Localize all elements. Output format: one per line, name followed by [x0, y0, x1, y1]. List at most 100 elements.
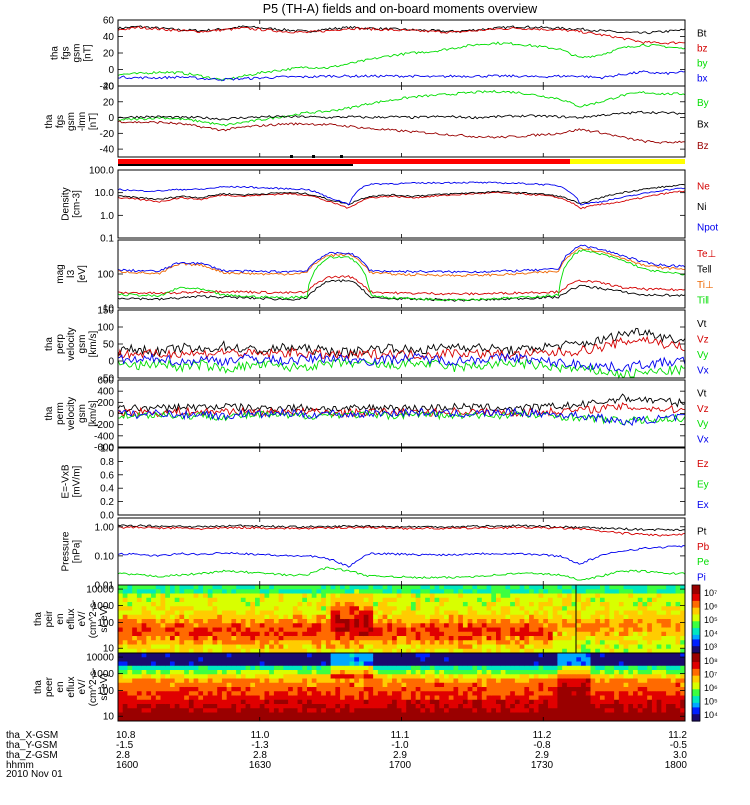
spectrogram-cell: [330, 704, 336, 709]
spectrogram-cell: [122, 699, 128, 705]
spectrogram-cell: [633, 636, 639, 641]
spectrogram-cell: [203, 593, 209, 599]
spectrogram-cell: [297, 636, 303, 641]
spectrogram-cell: [264, 674, 270, 679]
spectrogram-cell: [415, 657, 421, 662]
spectrogram-cell: [651, 614, 658, 620]
spectrogram-cell: [132, 691, 138, 696]
colorbar-tick-label: 10⁴: [704, 710, 718, 720]
spectrogram-cell: [477, 687, 483, 692]
spectrogram-cell: [382, 670, 388, 675]
spectrogram-cell: [221, 661, 228, 667]
spectrogram-cell: [410, 631, 417, 637]
spectrogram-cell: [255, 589, 261, 594]
spectrogram-cell: [373, 678, 379, 684]
spectrogram-cell: [155, 627, 162, 633]
spectrogram-cell: [547, 691, 554, 696]
spectrogram-cell: [292, 597, 299, 603]
spectrogram-cell: [538, 623, 544, 628]
spectrogram-cell: [155, 602, 162, 607]
spectrogram-cell: [118, 682, 124, 688]
spectrogram-cell: [604, 699, 610, 705]
spectrogram-cell: [642, 597, 648, 603]
spectrogram-cell: [439, 665, 445, 671]
spectrogram-cell: [557, 623, 563, 628]
spectrogram-cell: [198, 648, 204, 654]
spectrogram-cell: [335, 695, 341, 701]
spectrogram-cell: [571, 678, 577, 684]
series-line: [117, 247, 686, 278]
spectrogram-cell: [259, 712, 265, 718]
spectrogram-cell: [155, 670, 162, 675]
spectrogram-cell: [132, 619, 138, 624]
spectrogram-cell: [472, 619, 478, 624]
spectrogram-cell: [141, 614, 147, 620]
spectrogram-cell: [169, 623, 176, 628]
spectrogram-cell: [330, 614, 336, 620]
spectrogram-cell: [618, 712, 625, 718]
spectrogram-cell: [132, 644, 138, 650]
spectrogram-cell: [169, 593, 176, 599]
spectrogram-cell: [410, 644, 417, 650]
spectrogram-cell: [637, 670, 643, 675]
spectrogram-cell: [434, 691, 440, 696]
spectrogram-cell: [566, 631, 573, 637]
spectrogram-cell: [444, 593, 450, 599]
spectrogram-cell: [344, 597, 351, 603]
spectrogram-cell: [524, 691, 530, 696]
spectrogram-cell: [675, 712, 681, 718]
spectrogram-cell: [146, 708, 152, 713]
spectrogram-cell: [387, 648, 393, 654]
spectrogram-cell: [302, 687, 308, 692]
spectrogram-cell: [354, 708, 360, 713]
spectrogram-cell: [477, 640, 483, 645]
spectrogram-cell: [481, 623, 488, 628]
spectrogram-cell: [368, 619, 374, 624]
spectrogram-cell: [325, 627, 332, 633]
spectrogram-cell: [155, 653, 162, 658]
spectrogram-cell: [283, 699, 289, 705]
spectrogram-cell: [236, 695, 242, 701]
spectrogram-cell: [562, 687, 568, 692]
spectrogram-cell: [344, 623, 351, 628]
spectrogram-cell: [675, 636, 681, 641]
spectrogram-cell: [675, 695, 681, 701]
spectrogram-cell: [642, 704, 648, 709]
spectrogram-cell: [340, 636, 346, 641]
spectrogram-cell: [680, 597, 686, 603]
spectrogram-cell: [637, 691, 643, 696]
spectrogram-cell: [217, 661, 223, 667]
spectrogram-cell: [651, 708, 658, 713]
spectrogram-cell: [127, 640, 133, 645]
spectrogram-cell: [316, 653, 322, 658]
series-line: [117, 393, 686, 414]
spectrogram-cell: [283, 636, 289, 641]
spectrogram-cell: [198, 614, 204, 620]
spectrogram-cell: [614, 682, 620, 688]
spectrogram-cell: [614, 631, 620, 637]
spectrogram-cell: [344, 716, 351, 722]
spectrogram-cell: [203, 644, 209, 650]
spectrogram-cell: [340, 606, 346, 611]
spectrogram-cell: [552, 699, 558, 705]
spectrogram-cell: [325, 631, 332, 637]
spectrogram-cell: [221, 631, 228, 637]
spectrogram-cell: [231, 708, 237, 713]
spectrogram-cell: [127, 682, 133, 688]
colorbar-segment: [692, 619, 700, 622]
spectrogram-cell: [651, 593, 658, 599]
spectrogram-cell: [670, 640, 677, 645]
spectrogram-cell: [278, 674, 284, 679]
spectrogram-cell: [122, 674, 128, 679]
ytick-label: 0: [108, 409, 114, 420]
spectrogram-cell: [325, 708, 332, 713]
spectrogram-cell: [169, 691, 176, 696]
spectrogram-cell: [420, 644, 426, 650]
colorbar-segment: [692, 716, 700, 720]
spectrogram-cell: [146, 619, 152, 624]
spectrogram-cell: [533, 674, 540, 679]
spectrogram-cell: [680, 674, 686, 679]
spectrogram-cell: [562, 623, 568, 628]
spectrogram-cell: [500, 678, 506, 684]
ylabel-line: eV/: [77, 611, 88, 626]
